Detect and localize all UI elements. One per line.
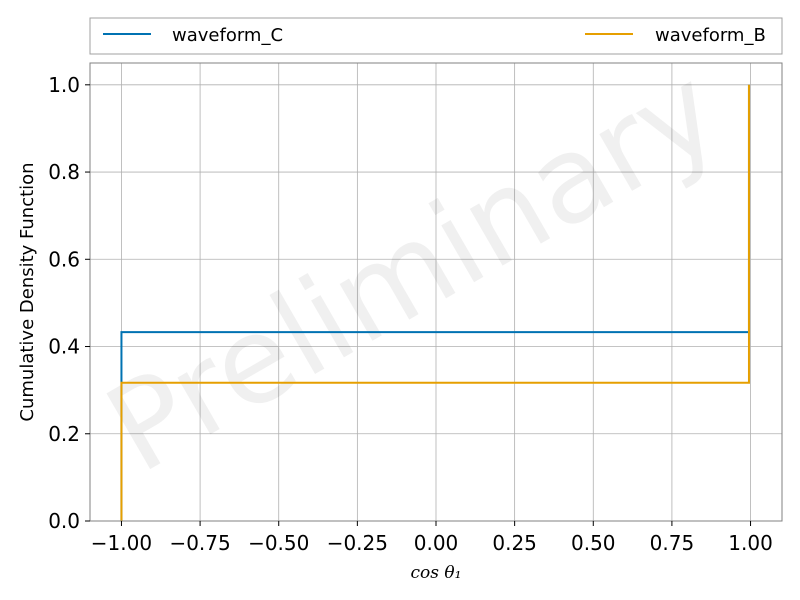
legend-label-waveform-b: waveform_B [655, 25, 766, 46]
y-axis-label: Cumulative Density Function [17, 162, 38, 421]
x-tick-label: −0.50 [248, 531, 309, 555]
x-tick-label: 0.00 [414, 531, 459, 555]
x-tick-label: −1.00 [91, 531, 152, 555]
grid [90, 63, 782, 522]
x-tick-label: 0.25 [492, 531, 537, 555]
series-layer [120, 84, 750, 521]
legend-box [89, 17, 783, 55]
y-tick-label: 1.0 [48, 73, 80, 97]
x-axis-label: cos θ₁ [411, 563, 462, 583]
y-tick-label: 0.4 [48, 335, 80, 359]
y-tick-label: 0.2 [48, 422, 80, 446]
y-tick-label: 0.0 [48, 509, 80, 533]
x-tick-label: −0.25 [327, 531, 388, 555]
series-line-waveform-b [120, 84, 750, 521]
legend: waveform_C waveform_B [89, 17, 783, 55]
x-tick-label: 1.00 [728, 531, 773, 555]
y-axis: 0.0 0.2 0.4 0.6 0.8 1.0 [48, 73, 90, 533]
y-tick-label: 0.8 [48, 160, 80, 184]
x-tick-label: 0.50 [571, 531, 616, 555]
x-tick-label: −0.75 [169, 531, 230, 555]
x-tick-label: 0.75 [650, 531, 695, 555]
y-tick-label: 0.6 [48, 247, 80, 271]
legend-label-waveform-c: waveform_C [172, 25, 283, 46]
x-axis: −1.00 −0.75 −0.50 −0.25 0.00 0.25 0.50 0.75 1.00 [91, 521, 773, 555]
